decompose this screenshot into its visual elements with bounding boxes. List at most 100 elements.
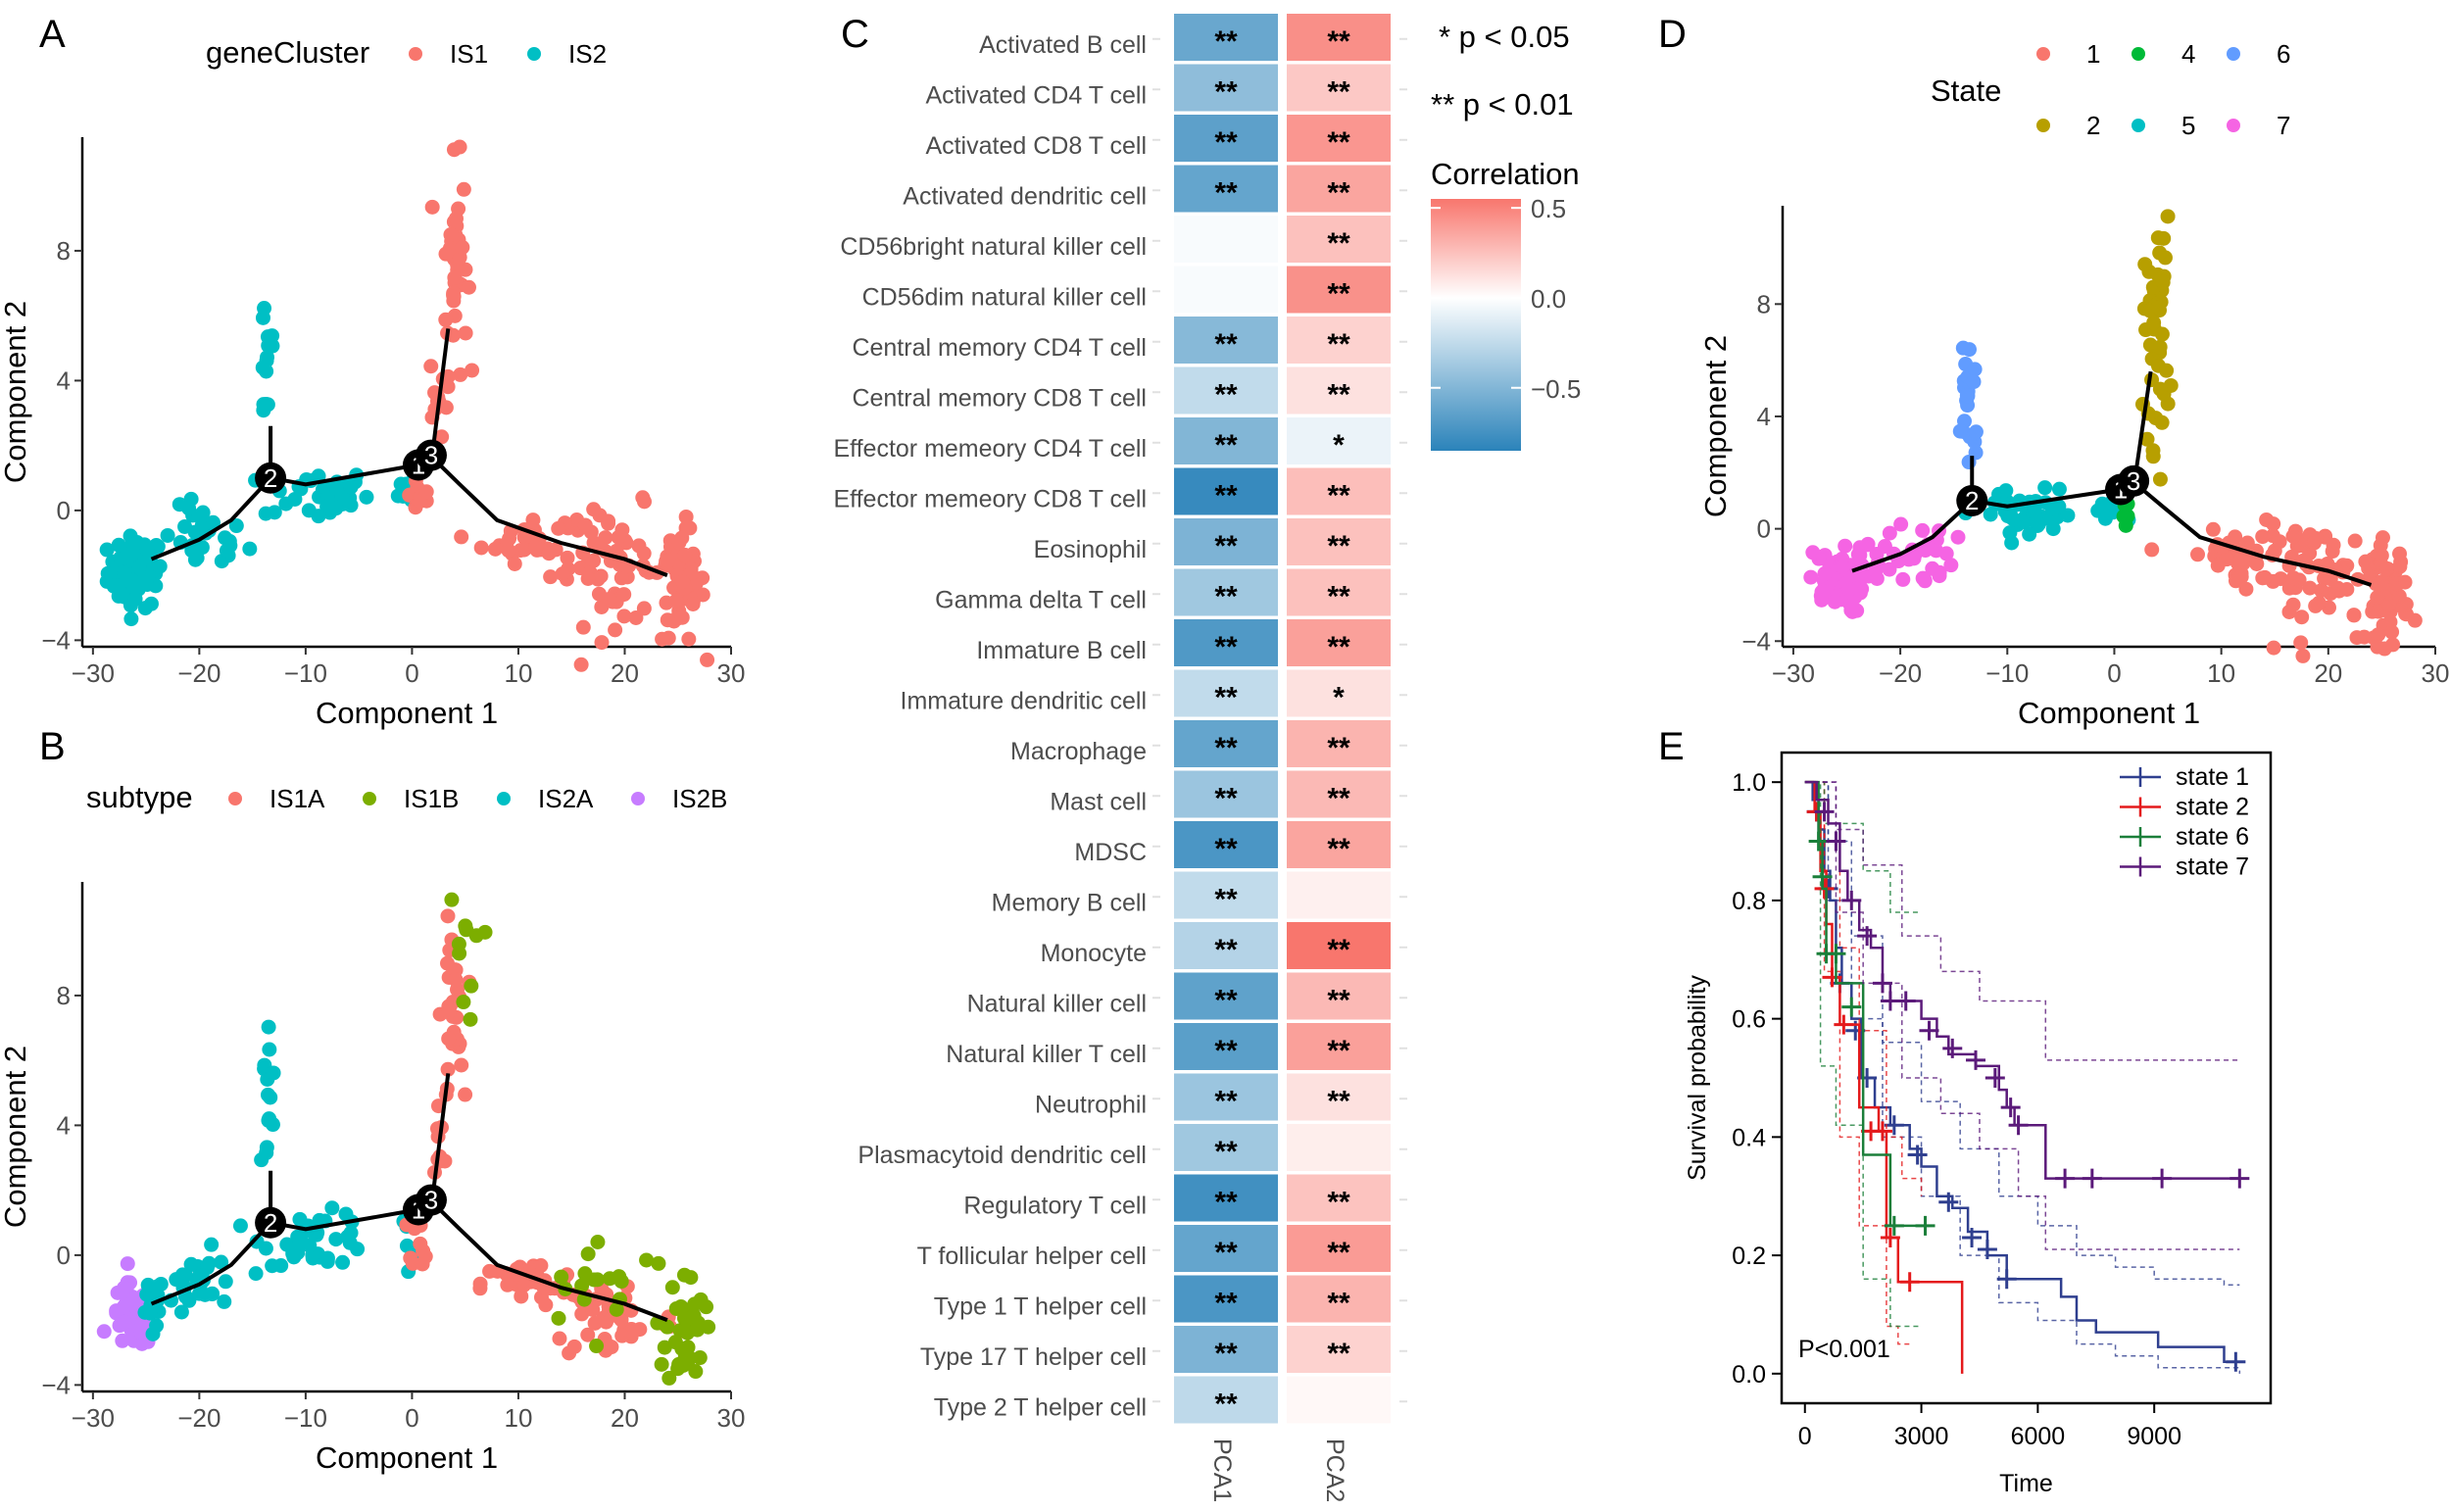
data-point-IS2A [248, 1266, 264, 1282]
heat-cell [1287, 518, 1391, 565]
legend-label-IS2B: IS2B [672, 784, 727, 813]
heat-cell [1174, 972, 1278, 1020]
data-point-1 [2392, 546, 2408, 561]
branch-node [1956, 484, 1988, 516]
data-point-IS2 [129, 535, 145, 551]
data-point-1 [2308, 598, 2324, 613]
significance-mark: ** [1214, 1085, 1238, 1117]
data-point-7 [1827, 594, 1842, 610]
censor-mark [1899, 1272, 1920, 1293]
data-point-2 [2150, 230, 2166, 246]
data-point-IS1B [444, 892, 460, 907]
data-point-IS1 [501, 543, 516, 559]
data-point-IS1B [464, 978, 479, 994]
data-point-IS2A [214, 1254, 229, 1270]
row-label: Activated dendritic cell [903, 182, 1147, 210]
significance-mark: ** [1327, 75, 1350, 108]
data-point-7 [1805, 545, 1821, 561]
legend-swatch-2 [2036, 119, 2050, 132]
significance-mark: ** [1327, 176, 1350, 209]
data-point-IS1B [456, 995, 471, 1010]
censor-mark [2055, 1168, 2076, 1189]
data-point-IS2A [266, 1065, 281, 1081]
data-point-IS1B [639, 1252, 655, 1268]
heat-cell [1174, 1376, 1278, 1424]
data-point-IS1 [636, 546, 652, 561]
data-point-1 [2255, 529, 2271, 545]
significance-mark: ** [1214, 328, 1238, 361]
heat-cell [1287, 1225, 1391, 1272]
data-point-IS2B [115, 1333, 130, 1348]
legend-swatch [2120, 767, 2161, 787]
heat-cell [1174, 619, 1278, 666]
data-point-IS2A [262, 1111, 277, 1127]
heat-cell [1174, 417, 1278, 464]
data-point-IS1B [580, 1246, 596, 1262]
data-point-IS1 [636, 494, 652, 510]
significance-mark: * [1333, 681, 1345, 713]
row-label: Activated CD4 T cell [925, 81, 1147, 109]
data-point-IS1B [667, 1335, 683, 1350]
data-point-1 [2389, 576, 2405, 592]
data-point-IS2A [263, 1090, 278, 1105]
data-point-IS1 [447, 269, 463, 285]
data-point-7 [1838, 538, 1853, 554]
data-point-IS2A [169, 1272, 184, 1288]
y-tick-label: 0 [1757, 514, 1771, 544]
data-point-2 [2154, 415, 2170, 430]
significance-mark: ** [1327, 378, 1350, 411]
plot-frame [1780, 751, 2273, 1405]
data-point-IS1 [461, 279, 476, 295]
y-tick-label: 0.4 [1732, 1124, 1766, 1151]
significance-mark: ** [1214, 934, 1238, 966]
heat-cell [1174, 467, 1278, 515]
y-tick-label: −4 [1741, 626, 1771, 656]
data-point-IS2B [133, 1324, 149, 1340]
x-tick-label: 9000 [2127, 1423, 2181, 1450]
significance-mark: ** [1327, 1186, 1350, 1218]
significance-mark: ** [1214, 1287, 1238, 1319]
legend-label-IS1A: IS1A [270, 784, 325, 813]
data-point-1 [2233, 569, 2249, 585]
data-point-IS1 [443, 227, 459, 243]
significance-mark: ** [1327, 1338, 1350, 1370]
data-point-IS2A [292, 1236, 308, 1251]
data-point-IS1 [700, 652, 715, 667]
data-point-IS2 [187, 524, 203, 540]
legend-label-IS1: IS1 [450, 39, 488, 69]
censor-mark [1834, 1014, 1854, 1035]
legend-swatch-4 [2132, 47, 2145, 61]
row-label: Activated CD8 T cell [925, 132, 1147, 160]
heat-cell [1287, 216, 1391, 263]
data-point-1 [2347, 533, 2363, 549]
row-label: CD56bright natural killer cell [840, 233, 1147, 261]
data-point-IS1B [673, 1298, 689, 1314]
legend-swatch-IS2B [631, 792, 645, 805]
data-point-1 [2314, 583, 2329, 599]
significance-mark: ** [1327, 479, 1350, 512]
data-point-IS1B [612, 1269, 627, 1285]
data-point-IS1A [602, 1339, 617, 1354]
data-point-IS1 [573, 657, 589, 672]
plot-b: −30 −20 −10 0 10 20 30 −4 0 4 8 Component 1 Componen… [0, 882, 745, 1475]
data-point-1 [2294, 610, 2310, 625]
data-point-IS1 [616, 609, 632, 624]
significance-mark: ** [1327, 1085, 1350, 1117]
significance-mark: ** [1214, 984, 1238, 1016]
data-point-1 [2326, 537, 2341, 553]
row-label: MDSC [1074, 839, 1147, 866]
branch-node [415, 439, 447, 471]
y-tick-label: −4 [41, 1370, 71, 1399]
data-point-IS1B [677, 1324, 693, 1340]
data-point-IS1A [440, 1061, 456, 1077]
data-point-IS2 [139, 542, 155, 558]
x-tick-label: 30 [2422, 658, 2450, 688]
data-point-1 [2370, 639, 2385, 655]
data-point-2 [2155, 274, 2171, 290]
data-point-IS1 [560, 550, 575, 565]
data-point-IS1 [668, 593, 684, 609]
data-point-1 [2238, 581, 2254, 597]
data-point-IS2 [131, 560, 147, 575]
heat-cell [1287, 1023, 1391, 1070]
